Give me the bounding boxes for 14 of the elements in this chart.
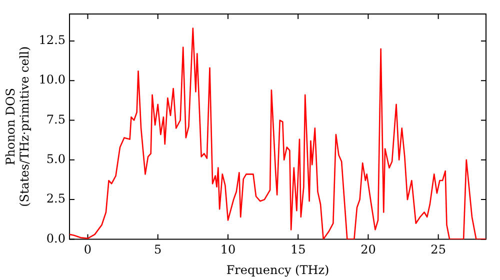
x-tick-label: 25	[430, 242, 446, 257]
y-axis-title: Phonon DOS (States/THz·primitive cell)	[3, 46, 32, 207]
x-tick-label: 15	[290, 242, 306, 257]
x-tick-label: 20	[360, 242, 376, 257]
y-tick-label: 2.5	[46, 192, 66, 206]
x-axis-title: Frequency (THz)	[226, 262, 330, 277]
x-tick-label: 0	[84, 242, 92, 257]
y-tick-label: 7.5	[46, 112, 66, 126]
y-tick-label: 0.0	[46, 231, 66, 246]
x-tick-label: 5	[154, 242, 162, 257]
x-tick-label: 10	[220, 242, 236, 257]
y-tick-label: 10.0	[38, 72, 66, 87]
y-tick-label: 12.5	[38, 33, 66, 48]
y-tick-label: 5.0	[46, 152, 66, 166]
